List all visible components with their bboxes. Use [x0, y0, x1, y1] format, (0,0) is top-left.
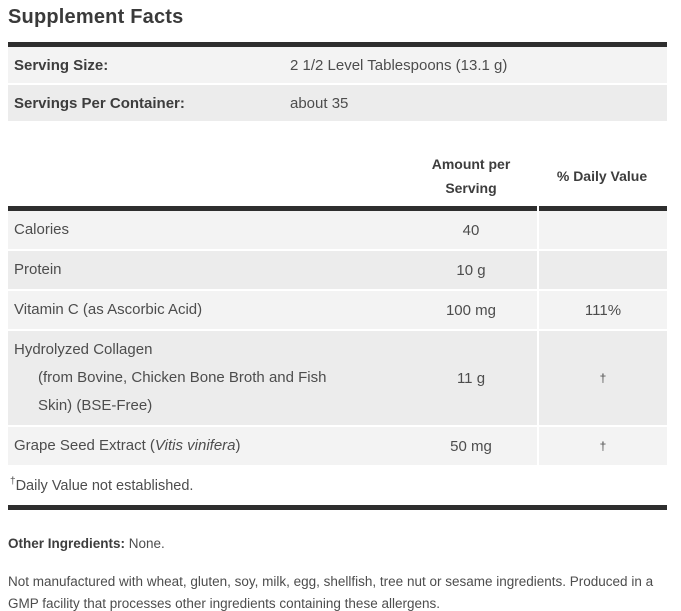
- allergen-statement: Not manufactured with wheat, gluten, soy…: [8, 573, 654, 611]
- ingredient-name: Calories: [14, 221, 70, 238]
- daily-value-footnote: †Daily Value not established.: [8, 467, 667, 505]
- amount-value: 100 mg: [445, 301, 497, 319]
- daily-value: [537, 211, 667, 249]
- other-ingredients: Other Ingredients: None.: [8, 536, 667, 551]
- amount-value: 40: [462, 221, 480, 239]
- amount-value: 11 g: [456, 369, 486, 387]
- top-divider-bar: [8, 42, 667, 47]
- table-header-divider-bar: [8, 206, 667, 211]
- table-row: Grape Seed Extract (Vitis vinifera) 50 mg…: [8, 427, 667, 465]
- serving-size-label: Serving Size:: [14, 56, 109, 74]
- amount-value: 10 g: [456, 261, 486, 279]
- amount-per-serving-header: Amount per Serving: [431, 155, 511, 196]
- table-row: Vitamin C (as Ascorbic Acid) 100 mg 111%: [8, 291, 667, 329]
- daily-value: †: [537, 427, 667, 465]
- ingredient-name: Grape Seed Extract (Vitis vinifera): [14, 437, 241, 454]
- servings-per-container-row: Servings Per Container: about 35: [8, 85, 667, 121]
- table-row: Calories 40: [8, 211, 667, 249]
- other-ingredients-label: Other Ingredients:: [8, 535, 126, 551]
- table-row: Hydrolyzed Collagen (from Bovine, Chicken…: [8, 331, 667, 425]
- ingredient-name: Vitamin C (as Ascorbic Acid): [14, 301, 203, 318]
- nutrition-table: Calories 40 Protein 10 g Vitamin C (as Ascor…: [8, 211, 667, 465]
- daily-value: 111%: [537, 291, 667, 329]
- dagger-symbol: †: [10, 476, 16, 487]
- servings-per-container-label: Servings Per Container:: [14, 94, 185, 112]
- ingredient-name: Hydrolyzed Collagen (from Bovine, Chicken…: [14, 341, 327, 414]
- footnote-text: Daily Value not established.: [15, 477, 194, 494]
- ingredient-name: Protein: [14, 261, 62, 278]
- nutrition-table-header: Amount per Serving % Daily Value: [8, 145, 667, 206]
- amount-value: 50 mg: [450, 437, 492, 455]
- percent-daily-value-header: % Daily Value: [556, 167, 648, 184]
- serving-size-row: Serving Size: 2 1/2 Level Tablespoons (1…: [8, 47, 667, 83]
- table-row: Protein 10 g: [8, 251, 667, 289]
- supplement-facts-title: Supplement Facts: [8, 6, 184, 28]
- daily-value: [537, 251, 667, 289]
- daily-value: †: [537, 331, 667, 425]
- servings-per-container-value: about 35: [290, 94, 349, 112]
- other-ingredients-value: None.: [125, 535, 165, 551]
- bottom-divider-bar: [8, 504, 667, 510]
- serving-size-value: 2 1/2 Level Tablespoons (13.1 g): [290, 56, 508, 74]
